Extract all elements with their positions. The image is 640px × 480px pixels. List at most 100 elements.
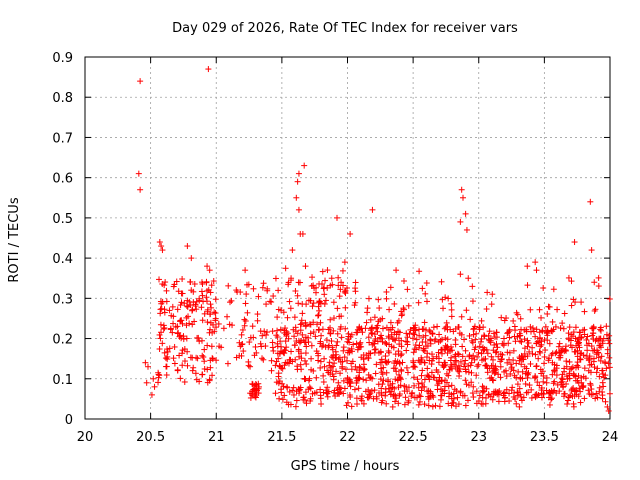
data-point [471,356,478,363]
data-point [474,353,481,360]
data-point [261,328,268,335]
data-point [306,384,313,391]
data-point [468,359,475,366]
data-point [404,286,411,293]
data-point [298,366,305,373]
data-point [537,349,544,356]
data-point [209,372,216,379]
data-point [490,330,497,337]
data-point [286,388,293,395]
data-point [275,380,282,387]
data-point [357,364,364,371]
data-point [531,375,538,382]
data-point [166,307,173,314]
data-point [436,403,443,410]
x-tick-label: 22 [339,430,356,445]
data-point [575,372,582,379]
data-point [289,358,296,365]
data-point [445,295,452,302]
data-point [166,345,173,352]
data-point [303,400,310,407]
data-point [204,298,211,305]
data-point [282,359,289,366]
data-point [495,353,502,360]
data-point [391,385,398,392]
data-point [208,282,215,289]
data-point [172,324,179,331]
data-point [553,390,560,397]
data-point [422,326,429,333]
data-point [462,402,469,409]
data-point [478,335,485,342]
data-point [301,357,308,364]
data-point [363,377,370,384]
data-point [428,351,435,358]
data-point [521,336,528,343]
data-point [369,206,376,213]
data-point [595,283,602,290]
data-point [434,369,441,376]
data-point [305,339,312,346]
data-point [207,364,214,371]
data-point [430,374,437,381]
data-point [196,378,203,385]
data-point [606,390,613,397]
data-point [324,384,331,391]
data-point [383,295,390,302]
data-point [589,347,596,354]
data-point [359,329,366,336]
data-point [550,326,557,333]
data-point [269,339,276,346]
data-point [517,338,524,345]
data-point [291,342,298,349]
data-point [337,388,344,395]
data-point [565,330,572,337]
data-point [411,363,418,370]
data-point [330,315,337,322]
data-point [411,382,418,389]
data-point [432,402,439,409]
data-point [340,347,347,354]
data-point [499,340,506,347]
data-point [169,303,176,310]
data-point [581,308,588,315]
data-point [357,339,364,346]
data-point [287,305,294,312]
data-point [585,340,592,347]
data-point [448,343,455,350]
data-point [597,326,604,333]
data-point [559,345,566,352]
data-point [355,385,362,392]
data-point [315,326,322,333]
data-point [190,288,197,295]
data-point [389,403,396,410]
data-point [334,214,340,221]
data-point [378,335,385,342]
data-point [559,320,566,327]
data-point [600,374,607,381]
data-point [492,389,499,396]
data-point [330,299,337,306]
data-point [421,319,428,326]
data-point [246,339,253,346]
data-point [540,285,547,292]
data-point [260,280,267,287]
data-point [549,318,556,325]
data-point [245,358,252,365]
data-point [532,351,539,358]
data-point [255,293,262,300]
data-point [331,360,338,367]
data-point [224,313,231,320]
data-point [211,309,218,316]
data-point [175,329,182,336]
data-point [226,299,233,306]
data-point [278,389,285,396]
data-point [588,343,595,350]
data-point [485,332,492,339]
data-point [525,369,532,376]
data-point [541,360,548,367]
data-point [426,394,433,401]
data-point [291,333,298,340]
data-point [313,374,320,381]
